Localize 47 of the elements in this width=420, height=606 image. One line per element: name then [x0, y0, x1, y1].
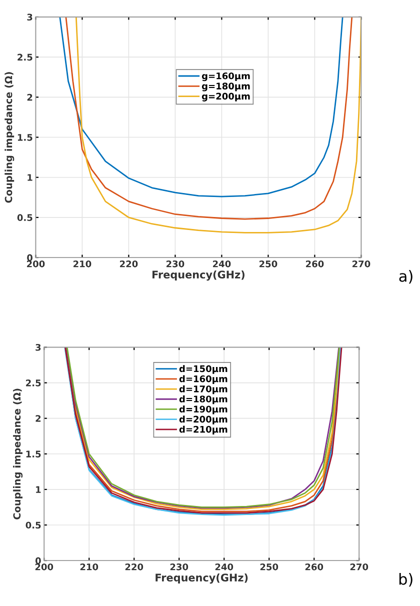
y-tick-label: 3 [27, 14, 32, 21]
x-tick-label: 230 [170, 563, 188, 570]
legend-label: d=180μm [179, 395, 228, 404]
y-tick-label: 1 [36, 486, 41, 493]
y-tick-label: 0 [35, 557, 41, 564]
y-tick-label: 2.5 [18, 54, 32, 61]
x-tick-label: 200 [35, 563, 54, 570]
y-tick-label: 0 [27, 254, 32, 262]
y-tick-label: 2 [36, 415, 41, 422]
line-series [59, 16, 344, 198]
x-tick-label: 240 [212, 260, 231, 268]
legend-label: d=170μm [179, 385, 228, 394]
legend-label: d=200μm [179, 416, 228, 424]
y-tick-label: 0.5 [26, 522, 41, 529]
x-axis-title: Frequency(GHz) [156, 573, 248, 584]
x-tick-label: 270 [352, 260, 370, 268]
text: b) [399, 573, 412, 587]
x-tick-label: 270 [350, 563, 368, 570]
x-tick-label: 220 [125, 563, 144, 570]
x-tick-label: 200 [26, 260, 45, 268]
x-tick-label: 250 [259, 260, 278, 268]
legend-label: g=200μm [202, 92, 250, 102]
x-tick-label: 220 [120, 260, 138, 268]
y-tick-label: 2 [27, 94, 32, 101]
y-tick-label: 1 [28, 174, 32, 181]
x-tick-label: 250 [260, 563, 278, 570]
y-axis-title: Coupling impedance (Ω) [13, 388, 23, 520]
y-tick-label: 1.5 [26, 450, 41, 458]
legend-label: d=160μm [179, 375, 228, 384]
legend-label: g=180μm [202, 82, 250, 92]
y-tick-label: 3 [36, 344, 41, 351]
x-tick-label: 210 [80, 563, 98, 570]
x-tick-label: 210 [73, 260, 92, 268]
y-tick-label: 2.5 [26, 380, 41, 386]
x-axis-title: Frequency(GHz) [152, 270, 244, 281]
x-tick-label: 230 [166, 260, 184, 268]
y-tick-label: 0.5 [17, 214, 32, 222]
legend-label: d=150μm [179, 365, 228, 374]
text: a) [399, 270, 412, 284]
legend-label: g=160μm [202, 72, 250, 82]
y-axis-title: Coupling impedance (Ω) [4, 72, 14, 203]
x-tick-label: 240 [215, 563, 234, 570]
legend-label: d=210μm [179, 426, 228, 434]
x-tick-label: 260 [306, 260, 324, 268]
x-tick-label: 260 [305, 563, 324, 570]
legend-label: d=190μm [179, 406, 228, 414]
y-tick-label: 1.5 [18, 134, 32, 141]
